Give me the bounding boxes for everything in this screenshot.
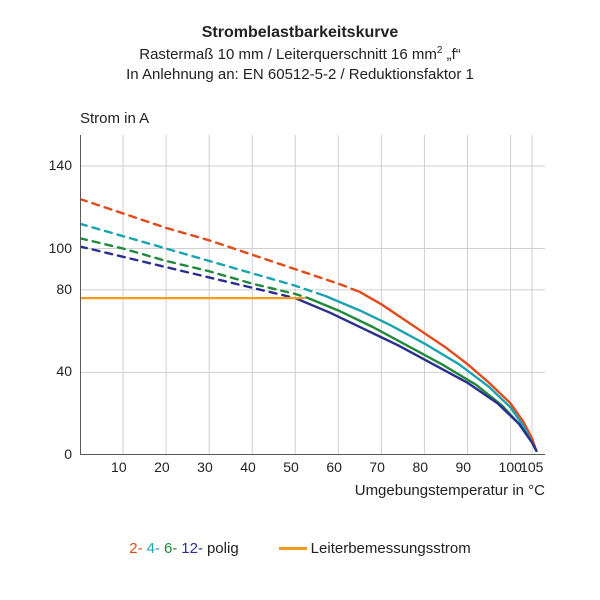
legend-rated: Leiterbemessungsstrom bbox=[279, 540, 471, 557]
subtitle1-prefix: Rastermaß 10 mm / Leiterquerschnitt 16 m… bbox=[139, 46, 437, 63]
x-tick-label: 105 bbox=[520, 459, 543, 475]
x-tick-label: 40 bbox=[240, 459, 256, 475]
y-axis-title: Strom in A bbox=[80, 110, 149, 127]
y-tick-label: 100 bbox=[49, 240, 72, 256]
y-tick-label: 0 bbox=[64, 446, 72, 462]
x-tick-label: 100 bbox=[499, 459, 522, 475]
x-tick-label: 60 bbox=[326, 459, 342, 475]
plot-area bbox=[80, 135, 545, 455]
legend-pole-label: 2- bbox=[129, 540, 142, 557]
subtitle1-suffix: „f“ bbox=[442, 46, 460, 63]
x-tick-label: 70 bbox=[369, 459, 385, 475]
legend: 2- 4- 6- 12- polig Leiterbemessungsstrom bbox=[0, 540, 600, 557]
legend-pole-label: 4- bbox=[147, 540, 160, 557]
series-12-polig-solid bbox=[295, 298, 536, 451]
chart-subtitle-2: In Anlehnung an: EN 60512-5-2 / Reduktio… bbox=[0, 65, 600, 85]
legend-pole-label: 12- bbox=[181, 540, 203, 557]
x-tick-label: 90 bbox=[456, 459, 472, 475]
chart-svg bbox=[80, 135, 545, 455]
page: Strombelastbarkeitskurve Rastermaß 10 mm… bbox=[0, 0, 600, 600]
x-tick-label: 20 bbox=[154, 459, 170, 475]
y-tick-label: 40 bbox=[56, 363, 72, 379]
legend-rated-label: Leiterbemessungsstrom bbox=[311, 540, 471, 557]
series-4-polig-dashed bbox=[80, 224, 325, 296]
legend-pole-label: 6- bbox=[164, 540, 177, 557]
title-block: Strombelastbarkeitskurve Rastermaß 10 mm… bbox=[0, 0, 600, 85]
chart-subtitle-1: Rastermaß 10 mm / Leiterquerschnitt 16 m… bbox=[0, 44, 600, 65]
series-6-polig-dashed bbox=[80, 238, 308, 298]
chart-title: Strombelastbarkeitskurve bbox=[0, 22, 600, 44]
series-6-polig-solid bbox=[308, 298, 536, 451]
legend-poles: 2- 4- 6- 12- polig bbox=[129, 540, 238, 557]
legend-poles-suffix: polig bbox=[207, 540, 239, 557]
y-tick-label: 80 bbox=[56, 281, 72, 297]
series-2-polig-dashed bbox=[80, 199, 360, 292]
y-tick-label: 140 bbox=[49, 157, 72, 173]
x-tick-label: 30 bbox=[197, 459, 213, 475]
x-axis-title: Umgebungstemperatur in °C bbox=[355, 482, 545, 499]
x-tick-label: 10 bbox=[111, 459, 127, 475]
legend-rated-swatch bbox=[279, 547, 307, 550]
x-tick-label: 80 bbox=[412, 459, 428, 475]
x-tick-label: 50 bbox=[283, 459, 299, 475]
